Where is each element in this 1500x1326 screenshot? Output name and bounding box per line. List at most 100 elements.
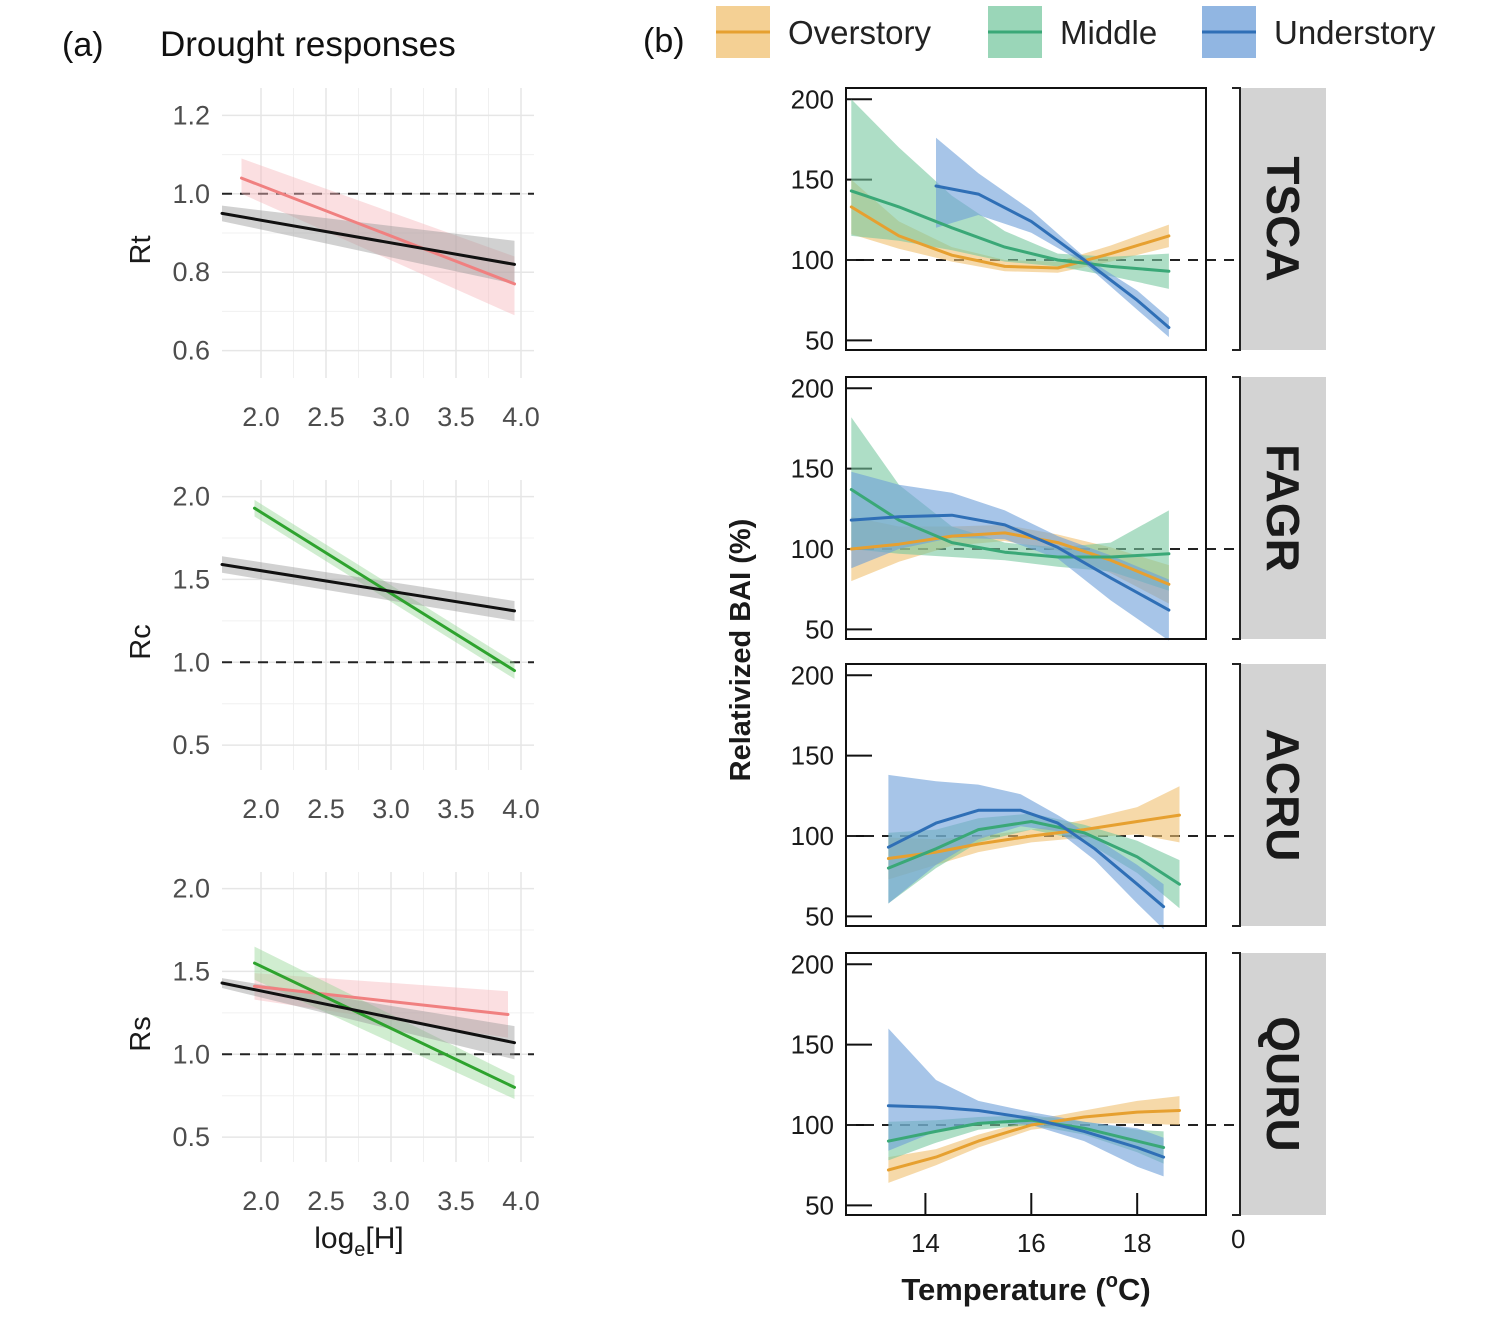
x-tick-label: 3.5 [437,794,475,824]
strip-label: TSCA [1257,156,1309,281]
panel-b-xlabel-main: Temperature ( [901,1272,1106,1307]
x-tick-label: 14 [911,1228,940,1258]
x-tick-label: 2.0 [242,402,280,432]
confidence-band-middle [851,417,1169,591]
y-tick-label: 200 [791,660,834,690]
plot-quru: QURU 50 100 150 200 14 16 18 [791,949,1326,1258]
y-tick-label: 100 [791,1110,834,1140]
y-tick-label: 0.5 [172,730,210,760]
series-line-black [220,563,516,613]
y-tick-label: 50 [805,901,834,931]
y-tick-label: 1.5 [172,956,210,986]
series-line-middle [886,1118,1166,1149]
strip-bracket [1232,376,1241,640]
confidence-band-overstory [888,786,1180,880]
series-line-black [220,981,516,1045]
panel-b-xlabel: Temperature (oC) [901,1270,1150,1307]
legend-item-middle: Middle [988,6,1157,58]
plot-rs: 0.5 1.0 1.5 2.0 2.0 2.5 3.0 3.5 4.0 Rs [125,872,540,1216]
panel-a-xlabel-sub: e [354,1239,365,1261]
x-tick-label: 16 [1017,1228,1046,1258]
confidence-band-green_a [254,946,515,1099]
y-tick-label: 50 [805,1190,834,1220]
panel-b-ylabel: Relativized BAI (%) [725,519,757,782]
confidence-band-understory [888,1028,1164,1177]
series-line-overstory [849,205,1171,270]
series-line-understory [849,513,1171,612]
panel-border [845,663,1207,927]
legend: Overstory Middle Understory [716,6,1436,58]
series-line-green_a [253,961,516,1089]
y-tick-label: 0.5 [172,1122,210,1152]
legend-label: Understory [1274,14,1436,51]
panel-b-xlabel-sup: o [1106,1270,1118,1292]
legend-item-understory: Understory [1202,6,1436,58]
x-tick-label: 4.0 [502,402,540,432]
x-tick-label: 4.0 [502,1186,540,1216]
confidence-band-understory [851,471,1169,641]
series-line-understory [886,1104,1166,1159]
y-tick-label: 1.0 [172,1039,210,1069]
x-tick-label: 2.5 [307,402,345,432]
panel-a-tag: (a) [62,26,104,64]
y-tick-label: 1.0 [172,179,210,209]
facet-strip [1240,88,1326,350]
y-tick-label: 2.0 [172,874,210,904]
series-line-overstory [849,531,1171,586]
legend-label: Overstory [788,14,932,51]
panel-border [845,87,1207,351]
y-tick-label: 200 [791,373,834,403]
facet-strip [1240,953,1326,1215]
y-axis-label: Rs [125,1016,157,1051]
series-line-middle [886,820,1181,886]
strip-label: ACRU [1257,729,1309,862]
y-tick-label: 150 [791,741,834,771]
strip-bracket [1232,663,1241,927]
y-tick-label: 200 [791,84,834,114]
series-line-black [220,211,516,266]
series-line-pink [240,176,516,286]
y-axis-label: Rc [125,624,157,659]
y-tick-label: 2.0 [172,482,210,512]
y-tick-label: 1.0 [172,647,210,677]
series-line-overstory [886,813,1181,860]
y-tick-label: 0.6 [172,336,210,366]
panel-a-xlabel-main: log [314,1222,354,1255]
plot-rc: 0.5 1.0 1.5 2.0 2.0 2.5 3.0 3.5 4.0 Rc [125,480,540,824]
x-tick-label: 3.5 [437,1186,475,1216]
series-line-middle [849,488,1171,559]
confidence-band-pink [254,973,508,1038]
strip-label: QURU [1257,1016,1309,1151]
series-line-overstory [886,1109,1181,1172]
confidence-band-overstory [851,179,1169,273]
panel-border [845,952,1207,1216]
confidence-band-pink [241,158,515,316]
y-tick-label: 100 [791,534,834,564]
strip-bracket [1232,87,1241,351]
panel-a-xlabel: loge[H] [314,1222,404,1261]
y-tick-label: 150 [791,165,834,195]
plot-acru: ACRU 50 100 150 200 [791,660,1326,931]
x-tick-label: 3.0 [372,794,410,824]
y-tick-label: 100 [791,245,834,275]
y-tick-label: 150 [791,454,834,484]
y-tick-label: 1.2 [172,100,210,130]
y-tick-label: 50 [805,325,834,355]
x-tick-label: 2.5 [307,1186,345,1216]
facet-strip [1240,377,1326,639]
series-line-understory [886,808,1166,909]
y-tick-label: 100 [791,821,834,851]
confidence-band-overstory [888,1096,1180,1183]
x-tick-label: 2.0 [242,1186,280,1216]
x-tick-label: 4.0 [502,794,540,824]
plot-rt: 0.6 0.8 1.0 1.2 2.0 2.5 3.0 3.5 4.0 Rt [125,88,540,432]
series-line-middle [849,189,1171,273]
x-tick-label: 3.0 [372,402,410,432]
x-tick-label: 3.0 [372,1186,410,1216]
y-tick-label: 1.5 [172,564,210,594]
y-tick-label: 0.8 [172,257,210,287]
series-line-understory [934,184,1171,329]
strip-bracket [1232,952,1241,1216]
plot-tsca: TSCA 50 100 150 200 [791,84,1326,355]
